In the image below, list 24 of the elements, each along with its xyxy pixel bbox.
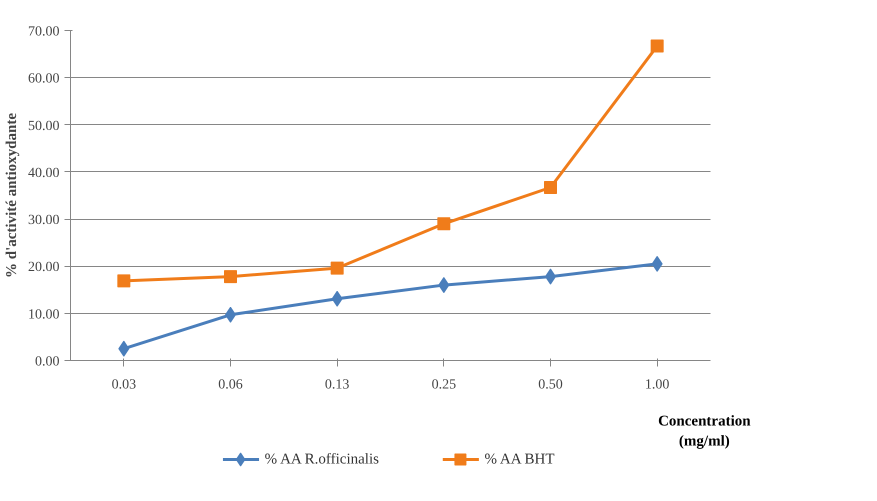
y-tick-label: 70.00 <box>28 24 60 40</box>
point <box>117 274 130 288</box>
point <box>437 217 450 230</box>
point <box>330 262 344 275</box>
x-tick-label: 0.50 <box>538 378 563 392</box>
point <box>544 180 557 194</box>
x-tick-label: 0.25 <box>432 378 456 392</box>
point <box>650 40 664 53</box>
y-tick-label: 50.00 <box>28 118 60 134</box>
x-tick-label: 1.00 <box>644 378 670 392</box>
legend-label: % AA R.officinalis <box>264 452 380 468</box>
x-tick-label: 0.13 <box>324 378 350 392</box>
y-tick-label: 40.00 <box>28 166 60 181</box>
x-axis-title: Concentration (mg/ml) <box>658 414 752 450</box>
y-tick-label: 10.00 <box>28 307 60 322</box>
y-tick-label: 20.00 <box>28 260 60 276</box>
y-tick-label: 30.00 <box>28 213 60 228</box>
legend-label: % AA BHT <box>484 452 555 468</box>
y-axis-title: % d'activité antioxydante <box>4 112 20 278</box>
x-tick-label: 0.03 <box>112 378 136 392</box>
y-tick-label: 60.00 <box>28 72 60 87</box>
x-tick-label: 0.06 <box>218 378 243 392</box>
y-tick-label: 0.00 <box>35 354 60 370</box>
point <box>224 270 237 284</box>
